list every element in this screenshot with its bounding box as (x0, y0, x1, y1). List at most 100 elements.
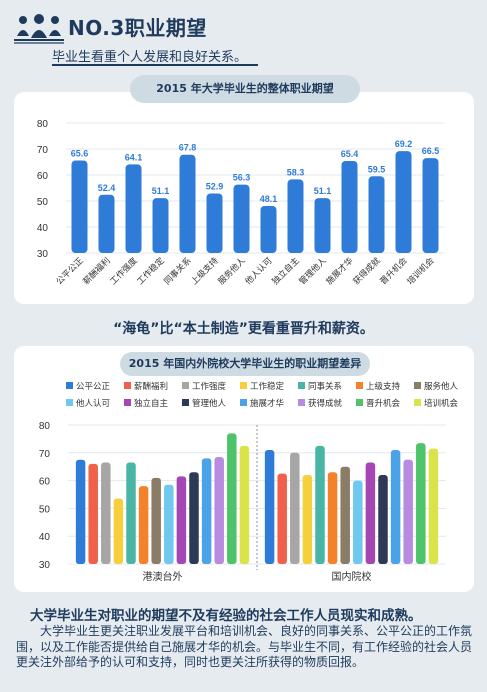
chart1-category-label: 上级支持 (189, 255, 221, 287)
comparison-heading: “海龟”比“本土制造”更看重晋升和薪资。 (113, 321, 374, 337)
chart2-legend-label: 培训机会 (424, 398, 459, 409)
chart2-legend-label: 服务他人 (424, 381, 459, 392)
chart1-value-label: 59.5 (368, 164, 386, 174)
chart1-bar (125, 164, 142, 253)
chart2-bar (88, 463, 98, 564)
chart2-y-tick: 50 (39, 504, 51, 515)
chart2-bar (390, 450, 401, 564)
chart1-category-label: 同事关系 (162, 255, 194, 287)
chart1-category-label: 施展才华 (324, 255, 356, 287)
chart1-y-tick: 50 (37, 197, 49, 208)
chart2-bar (290, 452, 300, 564)
chart1-y-tick: 40 (37, 223, 49, 234)
chart2-legend-label: 他人认可 (76, 398, 111, 409)
chart1-title: 2015 年大学毕业生的整体职业期望 (130, 75, 360, 103)
chart1-category-label: 工作稳定 (135, 255, 167, 287)
chart1-value-label: 56.3 (233, 173, 251, 183)
chart1-bar (233, 184, 250, 253)
chart2-bar (101, 462, 111, 564)
chart2-bar (302, 475, 313, 564)
chart2-legend-swatch (66, 399, 73, 406)
chart2-legend-swatch (356, 382, 363, 389)
chart1-bar (152, 198, 169, 253)
chart2-bar (164, 484, 174, 564)
chart1-value-label: 64.1 (125, 152, 143, 162)
chart1-category-label: 他人认可 (243, 255, 275, 287)
people-group-icon (14, 14, 64, 44)
chart1-value-label: 52.4 (98, 183, 116, 193)
chart2-y-tick: 60 (39, 477, 51, 488)
chart2-y-tick: 70 (39, 449, 51, 460)
chart2-bar (227, 433, 237, 564)
chart1-y-tick: 60 (37, 171, 49, 182)
chart2-y-tick: 30 (39, 560, 51, 571)
chart2-legend-label: 工作稳定 (250, 381, 285, 392)
chart2-legend-swatch (66, 382, 73, 389)
chart1-category-label: 服务他人 (216, 255, 248, 287)
chart2-group-label: 国内院校 (332, 570, 372, 583)
chart2-legend-swatch (182, 399, 189, 406)
chart1-bar (368, 176, 385, 253)
chart2-bar (340, 466, 350, 564)
chart1-y-tick: 70 (37, 145, 49, 156)
chart2-bar (327, 472, 338, 564)
chart2-bar (264, 450, 275, 564)
chart2-legend-swatch (414, 399, 421, 406)
chart1-value-label: 51.1 (314, 186, 332, 196)
chart2-bar (403, 459, 413, 564)
chart2-title: 2015 年国内外院校大学毕业生的职业期望差异 (120, 352, 370, 376)
chart2-legend-swatch (182, 382, 189, 389)
chart2-legend-label: 获得成就 (308, 398, 343, 409)
chart2-bar (176, 476, 187, 564)
chart2-legend-label: 晋升机会 (366, 398, 401, 409)
chart2-legend-label: 公平公正 (76, 382, 111, 392)
chart2-legend-label: 施展才华 (250, 398, 285, 409)
chart1-bar (260, 205, 277, 253)
chart1-bar (341, 160, 358, 253)
chart1-category-label: 管理他人 (297, 255, 329, 287)
chart2-legend-swatch (298, 382, 305, 389)
chart1-y-tick: 80 (37, 119, 49, 130)
chart1-category-label: 培训机会 (405, 255, 437, 287)
section-subtitle: 毕业生看重个人发展和良好关系。 (52, 50, 248, 65)
section-header: NO.3职业期望 毕业生看重个人发展和良好关系。 (14, 8, 474, 68)
chart1-value-label: 48.1 (260, 194, 278, 204)
chart2-legend-swatch (240, 382, 247, 389)
chart1-category-label: 独立自主 (270, 255, 302, 287)
chart2-legend-swatch (356, 399, 363, 406)
chart2-bar (416, 443, 426, 564)
chart2-legend-label: 上级支持 (366, 381, 401, 392)
chart2-bar (138, 486, 149, 564)
chart1-category-label: 获得成就 (351, 255, 383, 287)
chart2-bar (365, 462, 376, 564)
chart2-legend-swatch (240, 399, 247, 406)
chart2-bar (428, 448, 439, 564)
chart2-bar (277, 473, 287, 564)
chart2-bar (353, 480, 363, 564)
chart1-bar (98, 194, 115, 253)
chart2-legend-label: 独立自主 (134, 398, 169, 409)
chart1-bar (395, 151, 412, 253)
chart2-legend-swatch (124, 382, 131, 389)
chart1-bar (422, 158, 439, 253)
chart2-legend-label: 同事关系 (308, 381, 342, 392)
chart2-legend-label: 管理他人 (192, 398, 227, 409)
subtitle-underline (52, 64, 258, 66)
chart2-bar (113, 498, 124, 564)
chart1-bar (179, 154, 196, 253)
chart1-bar (206, 193, 223, 253)
chart1-y-tick: 30 (37, 249, 49, 260)
chart1-value-label: 58.3 (287, 167, 305, 177)
chart2-bar (378, 475, 388, 564)
chart1-value-label: 65.6 (71, 148, 89, 158)
chart1-category-label: 晋升机会 (378, 255, 410, 287)
chart1-value-label: 65.4 (341, 149, 359, 159)
chart2-bar (75, 459, 86, 564)
chart2-bar (214, 456, 224, 564)
chart2-bar (189, 472, 199, 564)
chart2-legend-label: 薪酬福利 (134, 381, 168, 392)
chart1-bar (314, 198, 331, 253)
section-title: NO.3职业期望 (68, 16, 207, 40)
chart1-category-label: 工作强度 (108, 255, 140, 287)
